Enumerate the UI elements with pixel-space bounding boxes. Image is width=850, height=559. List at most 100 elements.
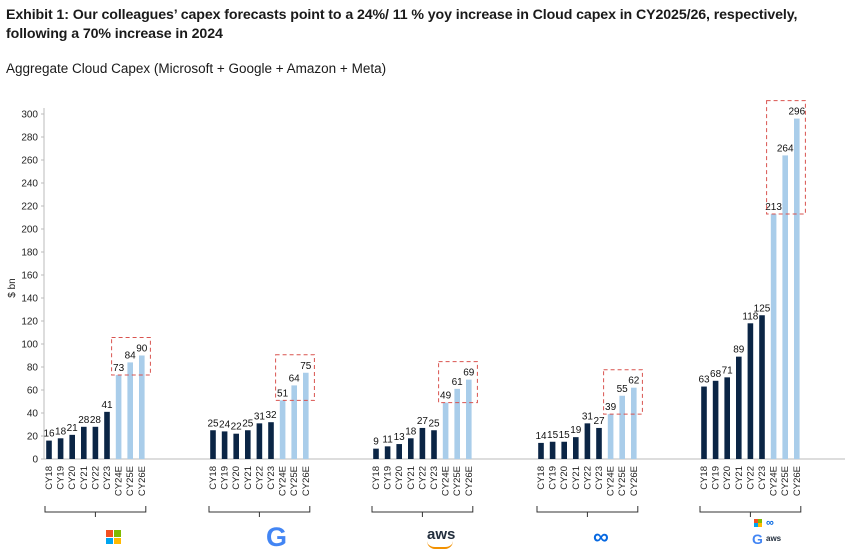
aws-smile-icon [427,541,453,549]
data-label: 89 [733,345,745,356]
y-tick-label: 60 [27,386,39,397]
y-tick-label: 100 [21,340,38,351]
category-label: CY18 [208,466,219,490]
category-label: CY24E [606,466,617,496]
bar [712,380,719,459]
data-label: 69 [463,368,475,379]
y-tick-label: 240 [21,179,38,190]
bar [221,431,228,459]
data-label: 9 [373,437,379,448]
y-tick-label: 200 [21,225,38,236]
category-label: CY23 [757,466,768,490]
estimate-highlight-box [111,337,151,376]
data-label: 24 [219,419,231,430]
data-label: 41 [101,400,113,411]
data-label: 68 [710,369,722,380]
category-label: CY26E [137,466,148,496]
data-label: 55 [617,384,629,395]
bar [92,426,99,459]
category-label: CY25E [452,466,463,496]
y-tick-label: 300 [21,110,38,121]
category-label: CY24E [769,466,780,496]
google-logo-icon: G [266,522,288,552]
data-label: 15 [547,430,559,441]
category-label: CY22 [254,466,265,490]
bar [584,423,591,459]
data-label: 62 [628,376,640,387]
category-label: CY20 [67,466,78,490]
bar [561,441,567,459]
data-label: 125 [754,303,771,314]
y-tick-label: 20 [27,432,39,443]
data-label: 49 [440,391,452,402]
bar [256,423,263,459]
data-label: 21 [67,423,79,434]
mini-google-icon: G [752,531,763,547]
bar [619,395,625,459]
category-label: CY23 [429,466,440,490]
category-label: CY20 [722,466,733,490]
data-label: 63 [698,375,710,386]
data-label: 19 [570,425,582,436]
data-label: 296 [788,107,805,118]
group-bracket [44,506,147,517]
category-label: CY26E [629,466,640,496]
bar [104,411,110,459]
category-label: CY18 [536,466,547,490]
data-label: 11 [382,434,393,445]
category-label: CY19 [383,466,394,490]
bar [268,422,274,459]
category-label: CY21 [571,466,582,490]
bar [279,400,286,459]
category-label: CY25E [125,466,136,496]
y-tick-label: 260 [21,156,38,167]
category-label: CY20 [231,466,242,490]
category-label: CY18 [44,466,55,490]
data-label: 25 [242,418,254,429]
bar [573,437,579,459]
meta-logo-icon: ∞ [593,524,609,549]
y-tick-label: 120 [21,317,38,328]
microsoft-logo-icon [106,530,121,544]
data-label: 213 [765,202,782,213]
bar [736,356,742,459]
bar [549,441,556,459]
bar [384,446,391,459]
category-label: CY25E [780,466,791,496]
bar [770,214,777,459]
bar [419,427,426,459]
bar [701,386,707,459]
data-label: 27 [417,416,429,427]
bar [373,448,379,459]
bar [69,434,75,459]
category-label: CY25E [289,466,300,496]
category-label: CY23 [594,466,605,490]
bar [607,414,614,459]
data-label: 84 [125,350,137,361]
y-tick-label: 180 [21,248,38,259]
category-label: CY22 [417,466,428,490]
bar [442,402,449,459]
data-label: 13 [394,432,406,443]
chart-title: Exhibit 1: Our colleagues’ capex forecas… [6,7,798,42]
data-label: 25 [428,418,440,429]
data-label: 64 [289,373,301,384]
data-label: 18 [55,426,67,437]
category-label: CY21 [243,466,254,490]
bar [538,442,544,459]
category-label: CY22 [745,466,756,490]
bar [57,438,64,459]
data-label: 32 [265,410,277,421]
y-tick-label: 40 [27,409,39,420]
data-label: 27 [593,416,605,427]
category-label: CY22 [582,466,593,490]
bar [291,385,297,459]
category-label: CY25E [617,466,628,496]
bar [782,155,788,459]
category-label: CY23 [266,466,277,490]
data-label: 73 [113,363,125,374]
mini-meta-icon: ∞ [766,517,774,529]
mini-microsoft-icon [754,519,762,527]
data-label: 14 [535,431,547,442]
bar [245,430,251,459]
